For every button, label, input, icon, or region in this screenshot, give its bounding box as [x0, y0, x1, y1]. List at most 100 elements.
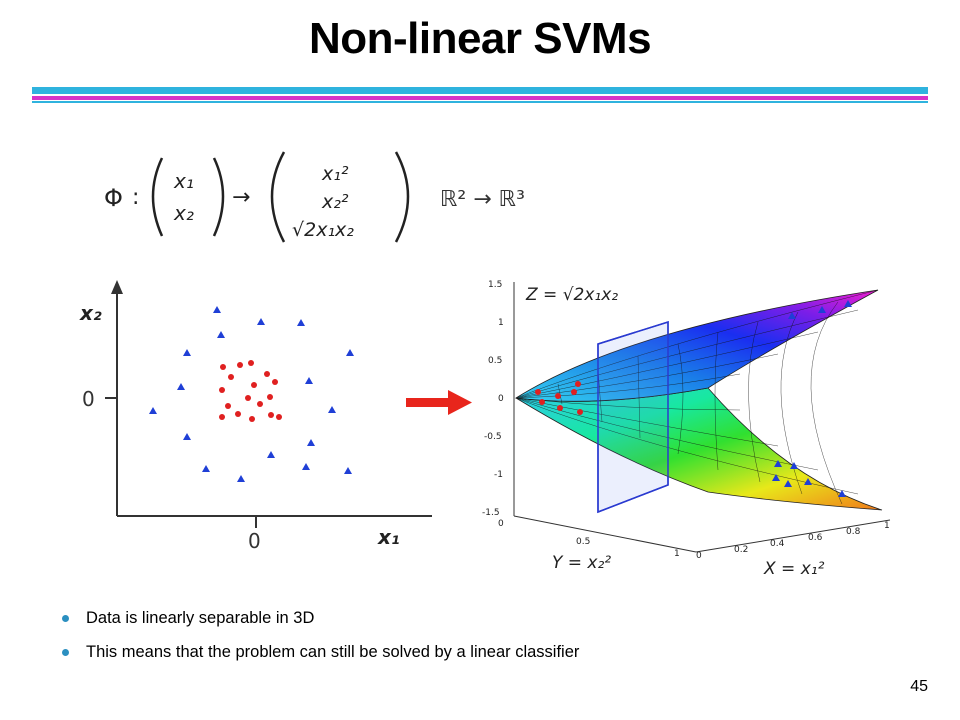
triangle-point	[237, 475, 245, 482]
dot-point	[225, 403, 231, 409]
dot-point	[245, 395, 251, 401]
input-right-paren	[212, 157, 225, 237]
mapping-formula: Φ : x₁ x₂ → x₁² x₂² √2x₁x₂ ℝ² → ℝ³	[104, 151, 525, 243]
dot-point	[237, 362, 243, 368]
phi-symbol: Φ	[104, 184, 123, 212]
z-ticks: 1.5 1 0.5 0 -0.5 -1 -1.5	[482, 280, 504, 518]
y-axis-arrowhead	[111, 280, 123, 294]
z-tick-label: 1.5	[488, 280, 502, 290]
triangle-point	[844, 300, 852, 307]
dot-point	[219, 387, 225, 393]
dot-point	[575, 381, 581, 387]
triangle-point	[177, 383, 185, 390]
title-rule-cyan	[32, 87, 928, 94]
triangle-point	[788, 312, 796, 319]
dot-point	[228, 374, 234, 380]
x-tick-label: 0.8	[846, 527, 861, 537]
input-x1: x₁	[173, 169, 194, 193]
title-rule-magenta	[32, 96, 928, 100]
page-number: 45	[910, 678, 928, 695]
colon-symbol: :	[132, 185, 139, 210]
triangle-point	[346, 349, 354, 356]
dot-point	[267, 394, 273, 400]
y-tick-label: 0.5	[576, 537, 590, 547]
triangle-point	[784, 480, 792, 487]
outer-class-points	[149, 306, 354, 482]
mapping-arrow	[406, 390, 472, 415]
dot-point	[539, 399, 545, 405]
input-space-plot: x₂ x₁ 0 0	[79, 280, 432, 553]
dot-point	[257, 401, 263, 407]
bullet-text: Data is linearly separable in 3D	[86, 609, 315, 627]
slide-title: Non-linear SVMs	[308, 14, 652, 63]
z-tick-label: 0.5	[488, 356, 502, 366]
z-tick-label: -1	[494, 470, 503, 480]
surface-lower	[515, 387, 883, 511]
triangle-point	[149, 407, 157, 414]
z-tick-label: 1	[498, 318, 504, 328]
dot-point	[264, 371, 270, 377]
title-rule-cyan-thin	[32, 101, 928, 103]
y-tick-label: 1	[674, 549, 680, 559]
triangle-point	[774, 460, 782, 467]
z-tick-label: -0.5	[484, 432, 502, 442]
inner-class-points	[219, 360, 282, 422]
dot-point	[220, 364, 226, 370]
maps-to-arrow: →	[232, 185, 250, 210]
bullet-list: Data is linearly separable in 3D This me…	[62, 608, 579, 676]
mapped-outer-points	[772, 300, 852, 497]
x-axis-label: X = x₁²	[763, 559, 825, 579]
dot-point	[268, 412, 274, 418]
y-ticks: 0 0.5 1	[498, 519, 680, 559]
output-left-paren	[270, 151, 286, 243]
bullet-marker	[62, 649, 69, 656]
y-axis-line	[513, 515, 697, 553]
y-zero-label: 0	[82, 387, 95, 411]
output-cross-term: √2x₁x₂	[292, 219, 354, 241]
z-axis-label: Z = √2x₁x₂	[525, 285, 618, 305]
y-axis-label: Y = x₂²	[552, 553, 611, 573]
output-x2-squared: x₂²	[321, 191, 349, 213]
bullet-marker	[62, 615, 69, 622]
triangle-point	[202, 465, 210, 472]
arrow-head	[448, 390, 472, 415]
surface-upper	[514, 289, 879, 402]
y-axis-label: x₂	[79, 301, 102, 325]
bullet-text: This means that the problem can still be…	[86, 643, 580, 661]
y-tick-label: 0	[498, 519, 504, 529]
triangle-point	[838, 490, 846, 497]
dot-point	[251, 382, 257, 388]
input-x2: x₂	[173, 201, 194, 225]
dot-point	[219, 414, 225, 420]
triangle-point	[804, 478, 812, 485]
dot-point	[249, 416, 255, 422]
dot-point	[571, 389, 577, 395]
x-tick-label: 0	[696, 551, 702, 561]
x-tick-label: 0.4	[770, 539, 785, 549]
separating-plane-front	[597, 320, 669, 514]
triangle-point	[307, 439, 315, 446]
dot-point	[276, 414, 282, 420]
triangle-point	[267, 451, 275, 458]
triangle-point	[183, 433, 191, 440]
x-tick-label: 1	[884, 521, 890, 531]
dot-point	[248, 360, 254, 366]
triangle-point	[344, 467, 352, 474]
x-tick-label: 0.2	[734, 545, 748, 555]
feature-space-plot: 1.5 1 0.5 0 -0.5 -1 -1.5 0 0.5 1 0 0.2 0…	[482, 280, 891, 579]
x-tick-label: 0.6	[808, 533, 823, 543]
output-x1-squared: x₁²	[321, 163, 349, 185]
triangle-point	[297, 319, 305, 326]
bullet-item: Data is linearly separable in 3D	[62, 608, 579, 642]
dot-point	[577, 409, 583, 415]
triangle-point	[302, 463, 310, 470]
dot-point	[535, 389, 541, 395]
x-ticks: 0 0.2 0.4 0.6 0.8 1	[696, 521, 890, 561]
space-mapping: ℝ² → ℝ³	[440, 187, 525, 212]
bullet-item: This means that the problem can still be…	[62, 642, 579, 676]
output-right-paren	[394, 151, 410, 243]
triangle-point	[213, 306, 221, 313]
dot-point	[555, 393, 561, 399]
z-tick-label: 0	[498, 394, 504, 404]
input-left-paren	[151, 157, 164, 237]
